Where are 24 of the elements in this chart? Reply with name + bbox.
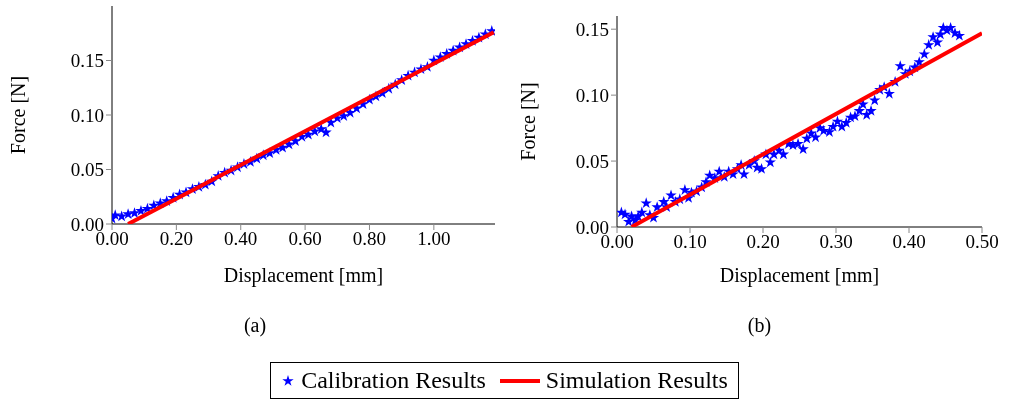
y-tick-label: 0.10 xyxy=(70,104,104,126)
y-axis-title: Force [N] xyxy=(7,75,30,155)
x-tick-label: 0.50 xyxy=(965,231,999,253)
x-tick-label: 0.20 xyxy=(746,231,780,253)
y-tick-label: 0.05 xyxy=(575,150,609,172)
legend-label: Calibration Results xyxy=(301,367,486,394)
text: (b) xyxy=(746,314,773,337)
x-tick-label: 0.10 xyxy=(673,231,707,253)
x-tick-label: 1.00 xyxy=(417,228,451,250)
y-tick-label: 0.05 xyxy=(70,159,104,181)
x-tick-label: 0.80 xyxy=(352,228,387,250)
x-tick-label: 0.40 xyxy=(224,228,258,250)
legend-label: Simulation Results xyxy=(545,367,728,394)
x-tick-label: 0.20 xyxy=(159,228,193,250)
y-tick-label: 0.15 xyxy=(70,50,104,72)
x-tick-label: 0.40 xyxy=(892,231,926,253)
x-tick-label: 0.30 xyxy=(819,231,853,253)
y-axis-title: Force [N] xyxy=(517,82,540,161)
y-tick-label: 0.15 xyxy=(575,18,609,40)
x-tick-label: 0.60 xyxy=(288,228,322,250)
x-axis-title: Displacement [mm] xyxy=(719,264,880,287)
x-axis-title: Displacement [mm] xyxy=(223,264,384,287)
y-tick-label: 0.10 xyxy=(575,84,609,106)
text: (a) xyxy=(242,314,268,337)
